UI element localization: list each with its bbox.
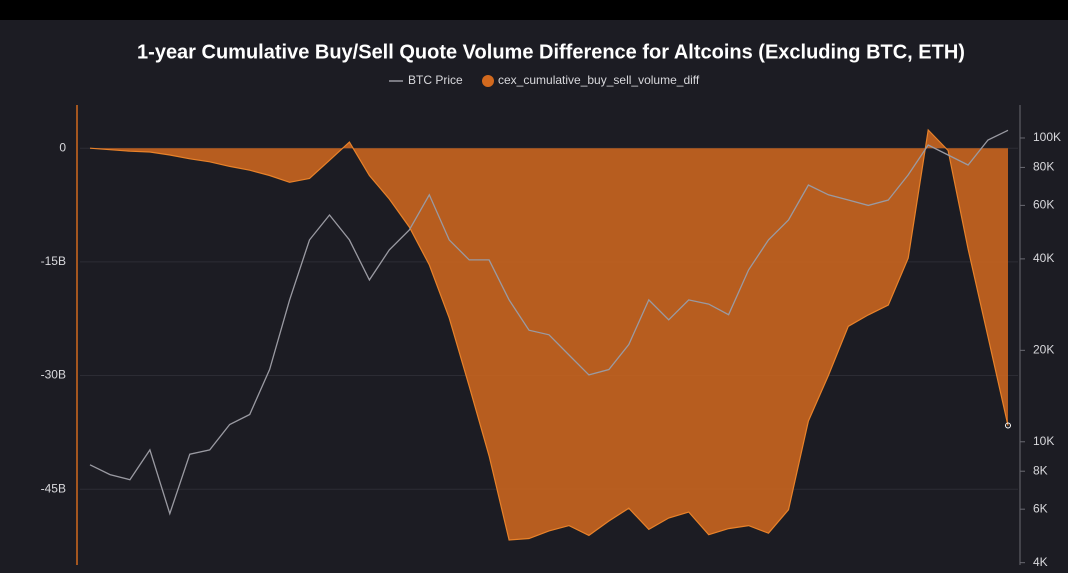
y2-tick-label: 40K [1033,251,1054,265]
y2-tick-label: 100K [1033,130,1061,144]
legend-dot-icon [482,75,494,87]
y2-tick-label: 10K [1033,434,1054,448]
y2-tick-label: 4K [1033,555,1048,569]
y-tick-label: -45B [41,481,66,495]
end-marker [1005,422,1011,429]
price-line [89,129,1009,516]
y-tick-label: 0 [59,140,66,154]
chart-title: 1-year Cumulative Buy/Sell Quote Volume … [137,41,965,63]
area-edge [89,128,1009,541]
y2-tick-label: 8K [1033,463,1048,477]
legend-label[interactable]: cex_cumulative_buy_sell_volume_diff [498,73,700,87]
y2-tick-label: 80K [1033,160,1054,174]
y-tick-label: -15B [41,254,66,268]
legend-label[interactable]: BTC Price [408,73,463,87]
y-tick-label: -30B [41,368,66,382]
y2-tick-label: 6K [1033,501,1048,515]
y2-tick-label: 20K [1033,342,1054,356]
y2-tick-label: 60K [1033,198,1054,212]
top-bar [0,0,1068,20]
